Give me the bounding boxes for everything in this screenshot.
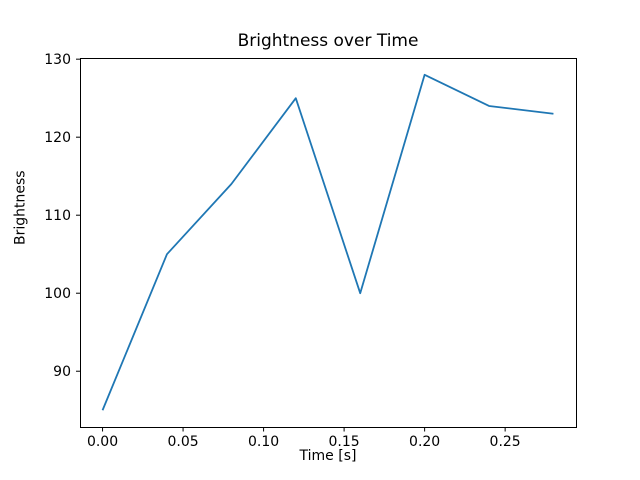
y-tick-label: 120 xyxy=(44,130,71,146)
chart-title: Brightness over Time xyxy=(237,31,419,51)
y-tick-label: 130 xyxy=(44,52,71,68)
x-tick-label: 0.00 xyxy=(87,434,118,450)
x-tick-label: 0.20 xyxy=(409,434,440,450)
x-tick-label: 0.05 xyxy=(167,434,198,450)
plot-content: 0.00 0.05 0.10 0.15 0.20 0.25 90 100 110 120 130 xyxy=(44,52,577,450)
x-axis-label: Time [s] xyxy=(299,448,357,464)
x-tick-label: 0.10 xyxy=(248,434,279,450)
y-tick-label: 100 xyxy=(44,286,71,302)
brightness-line-series xyxy=(101,73,554,411)
axes-spines xyxy=(80,58,577,428)
x-tick-label: 0.15 xyxy=(329,434,360,450)
x-tick-label: 0.25 xyxy=(490,434,521,450)
y-tick-label: 110 xyxy=(44,208,71,224)
y-tick-label: 90 xyxy=(53,364,71,380)
